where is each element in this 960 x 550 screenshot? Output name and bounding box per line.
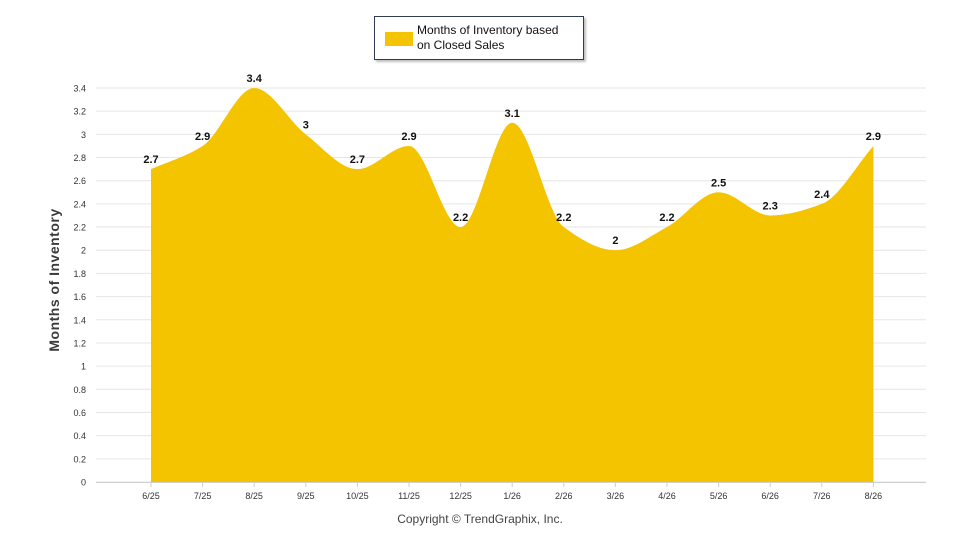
y-tick-label: 0.6 (73, 408, 86, 418)
copyright-text: Copyright © TrendGraphix, Inc. (397, 512, 563, 526)
y-tick-label: 0.2 (73, 454, 86, 464)
x-tick-label: 7/25 (194, 491, 212, 501)
y-tick-label: 3.2 (73, 107, 86, 117)
area-series (151, 88, 874, 482)
chart-legend: Months of Inventory based on Closed Sale… (374, 16, 584, 60)
data-label: 2.5 (711, 177, 726, 189)
data-label: 2.2 (453, 212, 468, 224)
y-tick-label: 1 (81, 362, 86, 372)
y-tick-label: 1.8 (73, 269, 86, 279)
x-axis-ticks: 6/25 7/25 8/25 9/25 10/25 11/25 12/25 1/26 2/26 3… (96, 482, 926, 501)
y-axis-title: Months of Inventory (46, 208, 62, 352)
y-tick-label: 0.4 (73, 431, 86, 441)
x-tick-label: 8/25 (245, 491, 263, 501)
data-label: 3 (303, 119, 309, 131)
y-tick-label: 3.4 (73, 84, 86, 94)
area-fill (151, 88, 874, 482)
x-tick-label: 3/26 (607, 491, 625, 501)
data-label: 2.9 (401, 131, 416, 143)
data-label: 3.1 (505, 108, 520, 120)
x-tick-label: 12/25 (449, 491, 472, 501)
y-tick-label: 3 (81, 130, 86, 140)
x-tick-label: 7/26 (813, 491, 831, 501)
y-tick-label: 2.4 (73, 199, 86, 209)
data-label: 2.7 (143, 154, 158, 166)
x-tick-label: 11/25 (398, 491, 420, 501)
data-label: 3.4 (247, 73, 263, 85)
x-tick-label: 9/25 (297, 491, 315, 501)
x-tick-label: 6/25 (142, 491, 160, 501)
data-label: 2.4 (814, 189, 830, 201)
x-tick-label: 2/26 (555, 491, 573, 501)
y-tick-label: 2.2 (73, 223, 86, 233)
legend-label-line1: Months of Inventory based (417, 23, 559, 37)
y-tick-label: 2.8 (73, 153, 86, 163)
y-tick-label: 2 (81, 246, 86, 256)
x-tick-label: 1/26 (503, 491, 521, 501)
data-labels: 2.7 2.9 3.4 3 2.7 2.9 2.2 3.1 2.2 2 2.2 2.5 2.3 2.4 2.… (143, 73, 881, 247)
data-label: 2.2 (659, 212, 674, 224)
data-label: 2.2 (556, 212, 571, 224)
y-axis-ticks: 0 0.2 0.4 0.6 0.8 1 1.2 1.4 1.6 1.8 2 2.2 2.4 2.6 2.8 3… (73, 84, 86, 488)
y-tick-label: 0 (81, 478, 86, 488)
x-tick-label: 8/26 (865, 491, 883, 501)
data-label: 2.3 (763, 200, 778, 212)
x-tick-label: 6/26 (761, 491, 779, 501)
legend-label-line2: on Closed Sales (417, 38, 505, 52)
data-label: 2 (612, 235, 618, 247)
y-tick-label: 1.2 (73, 338, 86, 348)
legend-label: Months of Inventory based on Closed Sale… (417, 23, 577, 53)
y-tick-label: 0.8 (73, 385, 86, 395)
x-tick-label: 4/26 (658, 491, 676, 501)
data-label: 2.9 (195, 131, 210, 143)
y-tick-label: 2.6 (73, 176, 86, 186)
x-tick-label: 10/25 (346, 491, 369, 501)
legend-swatch (385, 32, 413, 46)
x-tick-label: 5/26 (710, 491, 728, 501)
data-label: 2.7 (350, 154, 365, 166)
y-tick-label: 1.6 (73, 292, 86, 302)
data-label: 2.9 (866, 131, 881, 143)
y-tick-label: 1.4 (73, 315, 86, 325)
